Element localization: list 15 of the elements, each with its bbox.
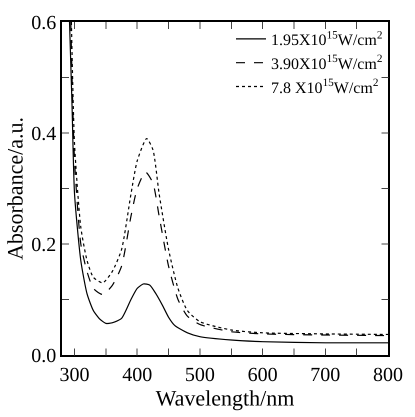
x-tick-label: 800	[373, 364, 403, 386]
legend-label: 7.8 X10$^{15}$W/cm$^{2}$	[271, 77, 378, 97]
legend-label: 3.90X10$^{15}$W/cm$^{2}$	[271, 53, 382, 73]
y-axis-title: Absorbance/a.u.	[2, 117, 28, 260]
x-tick-label: 500	[184, 364, 215, 386]
x-axis-title: Wavelength/nm	[156, 386, 294, 411]
y-tick-label: 0.4	[31, 123, 56, 145]
y-tick-label: 0.2	[31, 234, 56, 256]
x-tick-label: 600	[248, 364, 278, 386]
x-tick-label: 400	[122, 364, 152, 386]
y-tick-label: 0.6	[31, 12, 56, 34]
x-tick-label: 300	[60, 364, 90, 386]
legend-label: 1.95X10$^{15}$W/cm$^{2}$	[271, 29, 382, 50]
x-tick-label: 700	[310, 364, 340, 386]
y-tick-label: 0.0	[31, 345, 56, 367]
